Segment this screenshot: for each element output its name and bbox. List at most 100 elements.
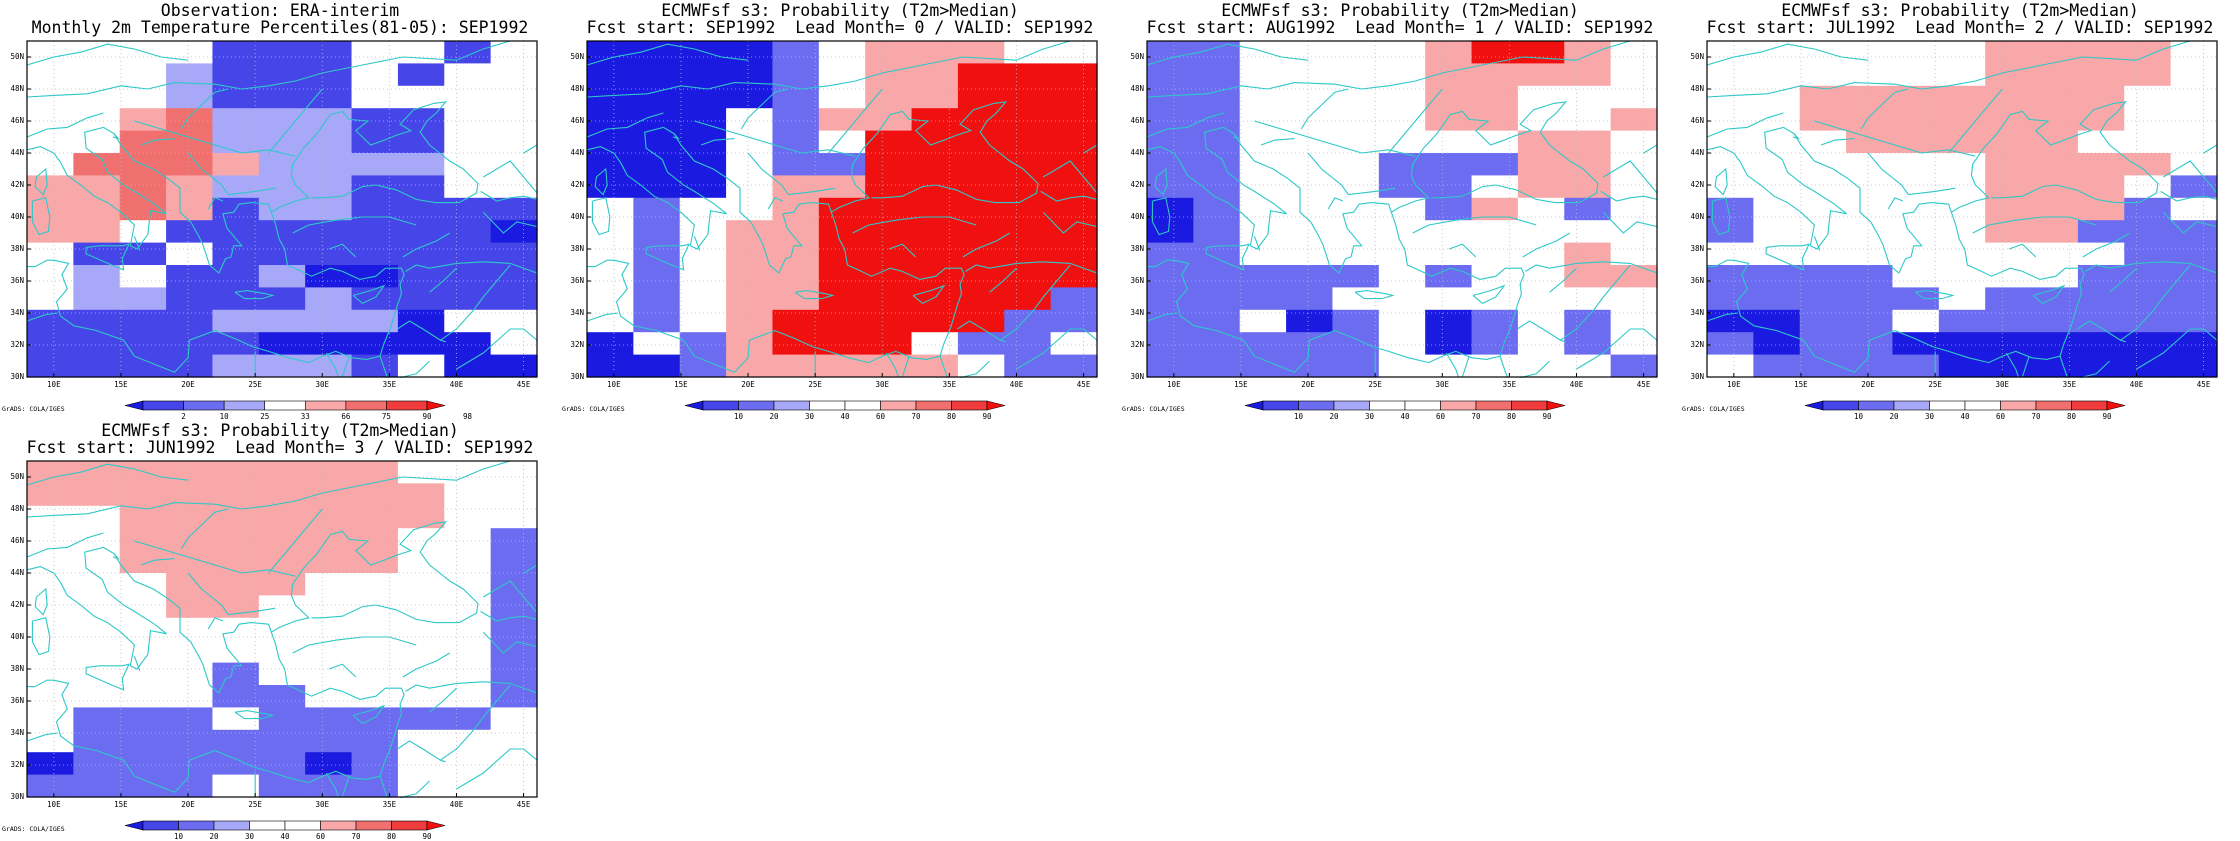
map-cell [119, 640, 167, 664]
map-cell [818, 309, 866, 333]
map-cell [1610, 108, 1658, 132]
map-cell [166, 707, 214, 731]
map-cell [258, 309, 306, 333]
map-cell [1517, 175, 1565, 199]
map-cell [2124, 242, 2172, 266]
map-cell [73, 309, 121, 333]
lon-tick-label: 10E [1727, 380, 1741, 389]
map-cell [957, 287, 1005, 311]
map-cell [2124, 85, 2172, 109]
map-cell [397, 505, 445, 529]
map-cell [27, 483, 74, 507]
map-cell [258, 197, 306, 221]
map-cell [1378, 354, 1426, 378]
map-cell [1004, 287, 1052, 311]
map-cell [27, 685, 74, 708]
coastline [1867, 152, 1956, 196]
map-cell [1471, 309, 1519, 333]
map-cell [1286, 130, 1334, 154]
colorbar-label: 10 [219, 412, 229, 421]
colorbar-label: 25 [260, 412, 270, 421]
colorbar-label: 10 [733, 412, 744, 421]
map-cell [73, 505, 121, 529]
map-cell [27, 242, 74, 266]
map-cell [490, 265, 538, 288]
colorbar-label: 40 [280, 832, 290, 841]
map-cell [166, 197, 214, 221]
map-cell [911, 108, 959, 132]
coastline [694, 120, 856, 157]
coastline [85, 663, 130, 691]
map-cell [27, 287, 74, 311]
map-cell [1378, 85, 1426, 109]
map-cell [2077, 63, 2125, 87]
map-cell [1239, 332, 1287, 356]
lat-tick-label: 40N [570, 212, 584, 221]
map-cell [2124, 130, 2172, 154]
map-cell [73, 461, 121, 484]
lat-tick-label: 46N [1130, 116, 1144, 125]
map-cell [1471, 108, 1519, 132]
map-cell [1938, 332, 1986, 356]
map-cell [1332, 332, 1380, 356]
map-cell [726, 220, 774, 244]
colorbar-label: 75 [381, 412, 391, 421]
map-cell [305, 130, 353, 154]
map-cell [166, 175, 214, 199]
map-cell [305, 573, 353, 596]
map-cell [772, 354, 820, 378]
map-cell [1004, 108, 1052, 132]
lon-tick-label: 40E [449, 380, 464, 389]
map-cell [1378, 242, 1426, 266]
map-cell [27, 265, 74, 288]
coastline [268, 88, 323, 154]
map-cell [1286, 220, 1334, 244]
map-cell [633, 108, 681, 132]
colorbar-label: 90 [2102, 412, 2112, 421]
lat-tick-label: 30N [1130, 372, 1144, 381]
colorbar-segment [1404, 400, 1441, 411]
lon-tick-label: 20E [1861, 380, 1875, 389]
lon-tick-label: 45E [516, 800, 531, 809]
lat-tick-label: 48N [10, 504, 24, 513]
colorbar-segment [213, 820, 250, 831]
lat-tick-label: 42N [570, 180, 584, 189]
coastline [26, 546, 167, 670]
map-cell [1799, 130, 1847, 154]
map-cell [27, 550, 74, 574]
map-cell [1892, 130, 1940, 154]
lat-tick-label: 44N [1130, 148, 1144, 157]
coastline [27, 212, 405, 373]
map-cell [911, 287, 959, 311]
colorbar-segment [1858, 400, 1895, 411]
map-cell [865, 242, 913, 266]
coastline [134, 540, 296, 577]
map-cell [305, 752, 353, 776]
map-cell [2031, 175, 2079, 199]
coastline [1232, 133, 1240, 140]
map-cell [305, 332, 353, 356]
map-cell [351, 617, 399, 641]
map-cell [679, 242, 727, 266]
map-cell [1610, 242, 1658, 266]
colorbar-segment [684, 400, 704, 411]
map-cell [1707, 354, 1754, 378]
map-cell [27, 707, 74, 731]
map-cell [1286, 287, 1334, 311]
map-cell [305, 483, 353, 507]
map-cell [1564, 85, 1612, 109]
map-cell [212, 354, 260, 378]
coastline [26, 460, 511, 518]
map-plot [586, 40, 1098, 378]
colorbar-segment [880, 400, 917, 411]
map-cell [2077, 220, 2125, 244]
lat-tick-label: 48N [10, 84, 24, 93]
colorbar-segment [986, 400, 1006, 411]
map-cell [258, 41, 306, 64]
coastline [1146, 43, 1309, 66]
map-cell [772, 309, 820, 333]
map-cell [258, 332, 306, 356]
map-cell [865, 175, 913, 199]
map-cell [212, 640, 260, 664]
map-cell [1239, 220, 1287, 244]
